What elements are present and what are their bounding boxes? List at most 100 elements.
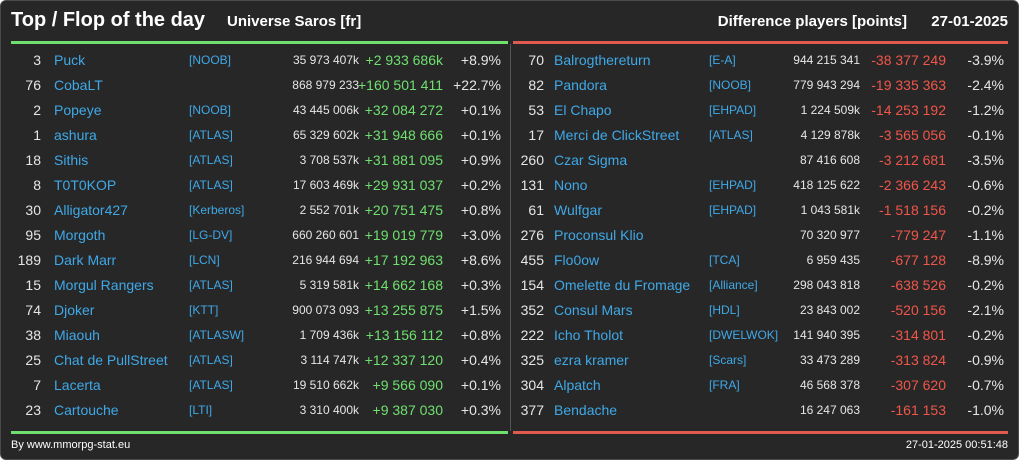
alliance-tag-link[interactable]: [ATLAS] [189,353,233,367]
player-name-link[interactable]: Nono [554,177,588,193]
points-difference: -19 335 363 [871,77,946,93]
alliance-tag-link[interactable]: [ATLAS] [189,128,233,142]
alliance-tag-link[interactable]: [DWELWOK] [709,328,779,342]
points-difference: +14 662 168 [364,277,443,293]
points-difference: +20 751 475 [364,202,443,218]
player-name-link[interactable]: Puck [54,52,86,68]
player-name-link[interactable]: Proconsul Klio [554,227,644,243]
player-rank: 23 [25,402,41,418]
points-difference: +17 192 963 [364,252,443,268]
percent-change: +8.9% [460,52,501,68]
percent-change: +0.3% [460,402,501,418]
player-name-link[interactable]: Cartouche [54,402,119,418]
player-points: 1 224 509k [800,103,860,117]
points-difference: +160 501 411 [358,77,443,93]
alliance-tag-link[interactable]: [LG-DV] [189,228,233,242]
player-points: 5 319 581k [299,278,359,292]
alliance-tag-link[interactable]: [FRA] [709,378,740,392]
player-name-link[interactable]: Merci de ClickStreet [554,127,680,143]
player-name-link[interactable]: El Chapo [554,102,612,118]
player-row: 74 Djoker [KTT] 900 073 093 +13 255 875 +1.5% [1,298,510,323]
player-name-link[interactable]: Balrogthereturn [554,52,651,68]
player-name-link[interactable]: Icho Tholot [554,327,624,343]
alliance-tag-link[interactable]: [HDL] [709,303,740,317]
player-name-link[interactable]: Djoker [54,302,95,318]
player-row: 325 ezra kramer [Scars] 33 473 289 -313 824 -… [511,348,1018,373]
player-row: 76 CobaLT 868 979 233 +160 501 411 +22.7% [1,73,510,98]
percent-change: +0.1% [460,127,501,143]
alliance-tag-link[interactable]: [Kerberos] [189,203,245,217]
player-row: 95 Morgoth [LG-DV] 660 260 601 +19 019 779 +3… [1,223,510,248]
alliance-tag-link[interactable]: [Alliance] [709,278,758,292]
alliance-tag-link[interactable]: [NOOB] [189,53,232,67]
player-name-link[interactable]: Popeye [54,102,102,118]
player-points: 1 709 436k [299,328,359,342]
player-name-link[interactable]: Morgoth [54,227,106,243]
alliance-tag-link[interactable]: [ATLAS] [709,128,753,142]
alliance-tag-link[interactable]: [LTI] [189,403,213,417]
player-row: 377 Bendache 16 247 063 -161 153 -1.0% [511,398,1018,423]
player-name-link[interactable]: Alpatch [554,377,601,393]
percent-change: -8.9% [967,252,1004,268]
alliance-tag-link[interactable]: [NOOB] [709,78,752,92]
player-name-link[interactable]: Morgul Rangers [54,277,154,293]
player-name-link[interactable]: Bendache [554,402,618,418]
alliance-tag-link[interactable]: [ATLAS] [189,278,233,292]
alliance-tag-link[interactable]: [ATLAS] [189,178,233,192]
alliance-tag-link[interactable]: [NOOB] [189,103,232,117]
player-row: 61 Wulfgar [EHPAD] 1 043 581k -1 518 156 -0.2… [511,198,1018,223]
player-row: 352 Consul Mars [HDL] 23 843 002 -520 156 -2.… [511,298,1018,323]
player-name-link[interactable]: CobaLT [54,77,103,93]
player-name-link[interactable]: ezra kramer [554,352,629,368]
alliance-tag-link[interactable]: [TCA] [709,253,740,267]
player-rank: 325 [520,352,544,368]
player-name-link[interactable]: Miaouh [54,327,100,343]
points-difference: +31 881 095 [364,152,443,168]
player-points: 418 125 622 [793,178,860,192]
player-points: 6 959 435 [806,253,860,267]
player-name-link[interactable]: Alligator427 [54,202,128,218]
points-difference: +19 019 779 [364,227,443,243]
player-rank: 70 [528,52,544,68]
player-points: 660 260 601 [292,228,359,242]
player-name-link[interactable]: Lacerta [54,377,101,393]
player-points: 16 247 063 [799,403,860,417]
player-name-link[interactable]: ashura [54,127,97,143]
header: Top / Flop of the day Universe Saros [fr… [1,1,1018,41]
player-name-link[interactable]: T0T0KOP [54,177,117,193]
alliance-tag-link[interactable]: [ATLAS] [189,378,233,392]
player-name-link[interactable]: Chat de PullStreet [54,352,168,368]
player-name-link[interactable]: Wulfgar [554,202,602,218]
alliance-tag-link[interactable]: [LCN] [189,253,220,267]
alliance-tag-link[interactable]: [Scars] [709,353,747,367]
player-name-link[interactable]: Sithis [54,152,89,168]
alliance-tag-link[interactable]: [E-A] [709,53,736,67]
player-points: 944 215 341 [793,53,860,67]
player-rank: 189 [17,252,41,268]
player-rank: 7 [33,377,41,393]
player-name-link[interactable]: Flo0ow [554,252,600,268]
points-difference: +13 255 875 [364,302,443,318]
player-row: 455 Flo0ow [TCA] 6 959 435 -677 128 -8.9% [511,248,1018,273]
player-name-link[interactable]: Czar Sigma [554,152,628,168]
alliance-tag-link[interactable]: [EHPAD] [709,103,757,117]
percent-change: +0.1% [460,102,501,118]
player-points: 868 979 233 [292,78,359,92]
points-difference: -638 526 [890,277,946,293]
alliance-tag-link[interactable]: [KTT] [189,303,219,317]
player-name-link[interactable]: Consul Mars [554,302,633,318]
alliance-tag-link[interactable]: [ATLAS] [189,153,233,167]
alliance-tag-link[interactable]: [EHPAD] [709,178,757,192]
player-rank: 377 [520,402,544,418]
player-name-link[interactable]: Omelette du Fromage [554,277,691,293]
player-rank: 304 [520,377,544,393]
player-row: 82 Pandora [NOOB] 779 943 294 -19 335 363 -2.… [511,73,1018,98]
player-name-link[interactable]: Dark Marr [54,252,117,268]
player-row: 70 Balrogthereturn [E-A] 944 215 341 -38 377… [511,48,1018,73]
alliance-tag-link[interactable]: [EHPAD] [709,203,757,217]
alliance-tag-link[interactable]: [ATLASW] [189,328,245,342]
percent-change: -0.9% [967,352,1004,368]
player-name-link[interactable]: Pandora [554,77,607,93]
player-rank: 74 [25,302,41,318]
